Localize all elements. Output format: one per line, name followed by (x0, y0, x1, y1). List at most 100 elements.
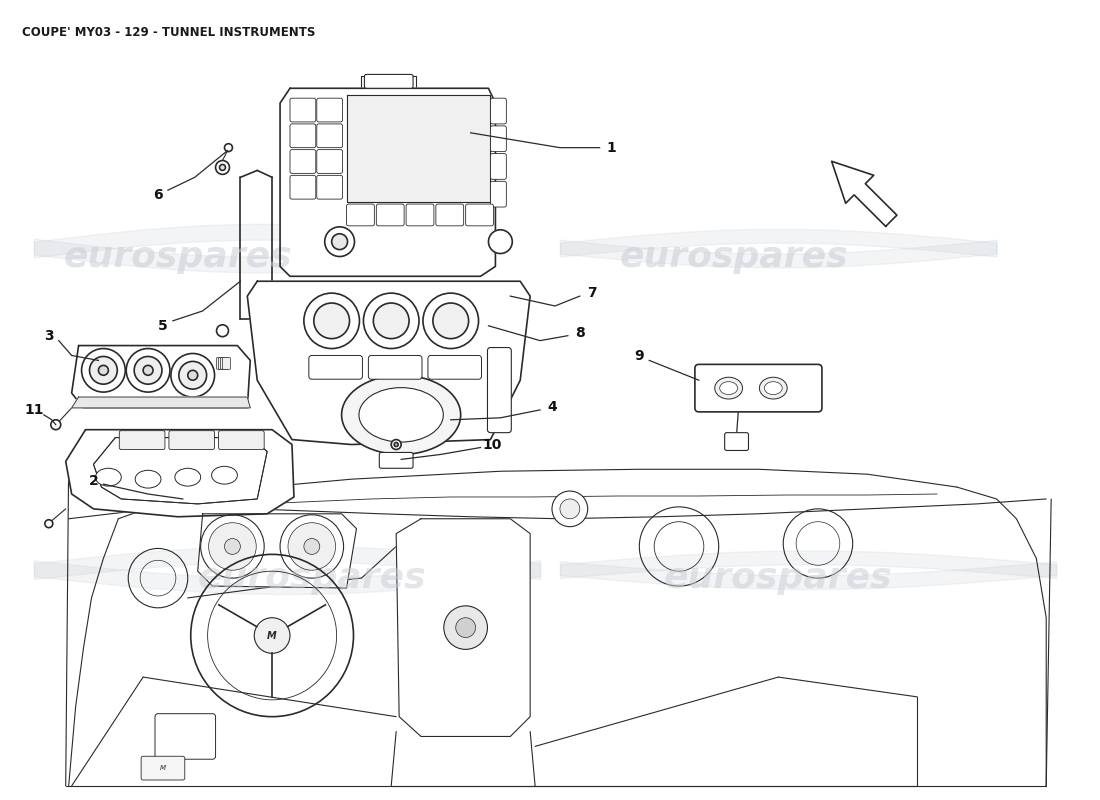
Polygon shape (198, 514, 356, 588)
Circle shape (217, 325, 229, 337)
Polygon shape (280, 88, 495, 276)
Circle shape (209, 522, 256, 570)
Ellipse shape (359, 388, 443, 442)
Text: 3: 3 (44, 329, 54, 342)
Text: 2: 2 (89, 474, 98, 488)
Text: M: M (160, 765, 166, 771)
Ellipse shape (759, 378, 788, 399)
Ellipse shape (211, 466, 238, 484)
Polygon shape (72, 397, 251, 408)
Circle shape (220, 165, 225, 170)
Circle shape (188, 370, 198, 380)
FancyBboxPatch shape (309, 355, 362, 379)
FancyBboxPatch shape (222, 358, 230, 370)
Text: 8: 8 (575, 326, 584, 340)
FancyBboxPatch shape (346, 204, 374, 226)
Text: 6: 6 (153, 188, 163, 202)
FancyBboxPatch shape (219, 358, 227, 370)
FancyBboxPatch shape (290, 124, 316, 148)
Circle shape (552, 491, 587, 526)
Circle shape (81, 349, 125, 392)
Polygon shape (66, 430, 294, 517)
Text: COUPE' MY03 - 129 - TUNNEL INSTRUMENTS: COUPE' MY03 - 129 - TUNNEL INSTRUMENTS (22, 26, 316, 39)
Circle shape (98, 366, 109, 375)
Circle shape (488, 230, 513, 254)
Circle shape (363, 293, 419, 349)
Circle shape (424, 293, 478, 349)
Ellipse shape (342, 375, 461, 454)
Polygon shape (94, 438, 267, 504)
Circle shape (433, 303, 469, 338)
Circle shape (392, 439, 402, 450)
FancyBboxPatch shape (491, 154, 506, 179)
Text: 4: 4 (547, 400, 557, 414)
Circle shape (143, 366, 153, 375)
Ellipse shape (175, 468, 200, 486)
FancyBboxPatch shape (364, 74, 412, 88)
Ellipse shape (715, 378, 742, 399)
Text: eurospares: eurospares (198, 561, 426, 595)
Circle shape (200, 514, 264, 578)
Circle shape (304, 293, 360, 349)
Circle shape (89, 357, 118, 384)
Circle shape (126, 349, 169, 392)
Circle shape (280, 514, 343, 578)
FancyBboxPatch shape (368, 355, 422, 379)
Circle shape (560, 499, 580, 518)
Circle shape (394, 442, 398, 446)
Text: 5: 5 (158, 318, 168, 333)
Circle shape (314, 303, 350, 338)
FancyBboxPatch shape (290, 98, 316, 122)
Polygon shape (346, 95, 491, 202)
Circle shape (224, 538, 241, 554)
Text: eurospares: eurospares (619, 239, 848, 274)
Circle shape (134, 357, 162, 384)
FancyBboxPatch shape (290, 175, 316, 199)
FancyBboxPatch shape (406, 204, 433, 226)
Circle shape (373, 303, 409, 338)
Circle shape (455, 618, 475, 638)
FancyBboxPatch shape (119, 430, 165, 450)
Circle shape (51, 420, 60, 430)
Text: eurospares: eurospares (64, 239, 293, 274)
FancyBboxPatch shape (317, 175, 342, 199)
Polygon shape (832, 162, 896, 226)
Polygon shape (72, 346, 251, 408)
FancyBboxPatch shape (169, 430, 214, 450)
Circle shape (324, 227, 354, 257)
Circle shape (304, 538, 320, 554)
Circle shape (443, 606, 487, 650)
FancyBboxPatch shape (155, 714, 216, 759)
Text: M: M (267, 630, 277, 641)
FancyBboxPatch shape (217, 358, 224, 370)
Text: 10: 10 (483, 438, 502, 451)
FancyBboxPatch shape (376, 204, 404, 226)
FancyBboxPatch shape (491, 182, 506, 207)
FancyBboxPatch shape (465, 204, 494, 226)
FancyBboxPatch shape (695, 364, 822, 412)
Circle shape (216, 161, 230, 174)
Text: 1: 1 (607, 141, 616, 154)
Circle shape (170, 354, 214, 397)
Circle shape (179, 362, 207, 389)
Ellipse shape (135, 470, 161, 488)
FancyBboxPatch shape (220, 358, 229, 370)
FancyBboxPatch shape (290, 150, 316, 174)
Polygon shape (94, 438, 267, 504)
Ellipse shape (96, 468, 121, 486)
Polygon shape (396, 518, 530, 737)
FancyBboxPatch shape (428, 355, 482, 379)
Ellipse shape (719, 382, 738, 394)
Text: 7: 7 (587, 286, 596, 300)
FancyBboxPatch shape (219, 430, 264, 450)
FancyBboxPatch shape (379, 453, 412, 468)
FancyBboxPatch shape (491, 98, 506, 124)
Circle shape (45, 520, 53, 528)
Ellipse shape (764, 382, 782, 394)
Text: eurospares: eurospares (664, 561, 892, 595)
Circle shape (288, 522, 336, 570)
FancyBboxPatch shape (491, 126, 506, 152)
Circle shape (224, 144, 232, 152)
FancyBboxPatch shape (141, 756, 185, 780)
Polygon shape (248, 282, 530, 445)
